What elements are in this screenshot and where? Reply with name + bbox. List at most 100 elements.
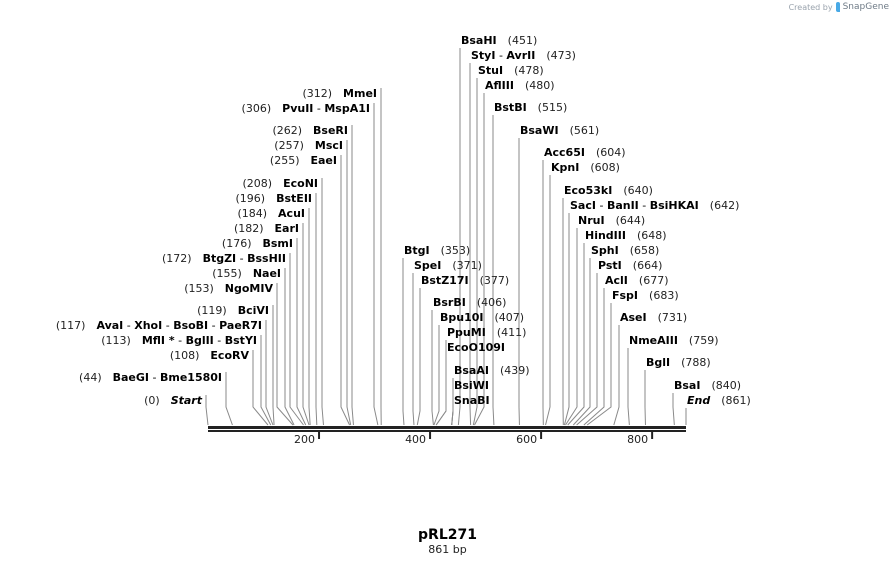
site-position: (0) bbox=[144, 394, 160, 407]
site-label[interactable]: BsiWI bbox=[454, 379, 489, 392]
enzyme-name: HindIII bbox=[585, 229, 626, 242]
site-label[interactable]: BsaAI (439) bbox=[454, 364, 530, 377]
site-label[interactable]: (108) EcoRV bbox=[170, 349, 249, 362]
site-label[interactable]: (119) BciVI bbox=[197, 304, 269, 317]
enzyme-name: NmeAIII bbox=[629, 334, 678, 347]
enzyme-name: BsrBI bbox=[433, 296, 466, 309]
site-label[interactable]: (182) EarI bbox=[234, 222, 299, 235]
site-label[interactable]: BstZ17I (377) bbox=[421, 274, 509, 287]
snapgene-watermark: Created by SnapGene bbox=[789, 2, 889, 12]
site-position: (658) bbox=[629, 244, 660, 257]
enzyme-name: AflIII bbox=[485, 79, 514, 92]
enzyme-name: PstI bbox=[598, 259, 622, 272]
site-position: (113) bbox=[101, 334, 131, 347]
site-label[interactable]: (208) EcoNI bbox=[243, 177, 318, 190]
enzyme-name: MflI * bbox=[141, 334, 175, 347]
site-position: (406) bbox=[476, 296, 507, 309]
enzyme-name: AseI bbox=[620, 311, 647, 324]
site-position: (44) bbox=[79, 371, 102, 384]
watermark-prefix: Created by bbox=[788, 2, 833, 12]
site-label[interactable]: SpeI (371) bbox=[414, 259, 482, 272]
site-position: (604) bbox=[595, 146, 626, 159]
site-label[interactable]: PpuMI (411) bbox=[447, 326, 526, 339]
enzyme-name: BtgZI bbox=[202, 252, 237, 265]
site-label[interactable]: StuI (478) bbox=[478, 64, 544, 77]
site-label[interactable]: (153) NgoMIV bbox=[184, 282, 273, 295]
site-label[interactable]: SnaBI bbox=[454, 394, 490, 407]
site-label[interactable]: (44) BaeGI - Bme1580I bbox=[79, 371, 222, 384]
enzyme-name: KpnI bbox=[551, 161, 580, 174]
enzyme-name: PaeR7I bbox=[219, 319, 262, 332]
enzyme-name: PpuMI bbox=[447, 326, 486, 339]
enzyme-name: PvuII bbox=[282, 102, 314, 115]
site-label[interactable]: BsaI (840) bbox=[674, 379, 741, 392]
site-position: (196) bbox=[235, 192, 266, 205]
site-label[interactable]: EcoO109I bbox=[447, 341, 505, 354]
enzyme-name: BanII bbox=[606, 199, 639, 212]
enzyme-name: BstYI bbox=[224, 334, 257, 347]
site-label[interactable]: (0) Start bbox=[144, 394, 202, 407]
site-label[interactable]: AflIII (480) bbox=[485, 79, 555, 92]
site-label[interactable]: HindIII (648) bbox=[585, 229, 667, 242]
site-position: (312) bbox=[302, 87, 333, 100]
enzyme-name: SphI bbox=[591, 244, 619, 257]
site-position: (257) bbox=[274, 139, 304, 152]
site-label[interactable]: End (861) bbox=[687, 394, 751, 407]
site-label[interactable]: (196) BstEII bbox=[236, 192, 312, 205]
site-position: (411) bbox=[496, 326, 527, 339]
site-position: (255) bbox=[269, 154, 300, 167]
site-position: (306) bbox=[241, 102, 272, 115]
site-label[interactable]: BstBI (515) bbox=[494, 101, 567, 114]
site-label[interactable]: AclI (677) bbox=[605, 274, 669, 287]
site-label[interactable]: Eco53kI (640) bbox=[564, 184, 653, 197]
site-label[interactable]: NmeAIII (759) bbox=[629, 334, 719, 347]
site-label[interactable]: NruI (644) bbox=[578, 214, 645, 227]
enzyme-name: Acc65I bbox=[544, 146, 585, 159]
site-position: (407) bbox=[494, 311, 525, 324]
site-position: (117) bbox=[55, 319, 86, 332]
site-position: (788) bbox=[681, 356, 711, 369]
site-label[interactable]: (255) EaeI bbox=[270, 154, 337, 167]
site-label[interactable]: (312) MmeI bbox=[302, 87, 377, 100]
site-position: (371) bbox=[452, 259, 482, 272]
site-label[interactable]: (184) AcuI bbox=[237, 207, 305, 220]
site-label[interactable]: Bpu10I (407) bbox=[440, 311, 524, 324]
site-label[interactable]: (257) MscI bbox=[274, 139, 343, 152]
snapgene-logo-icon bbox=[835, 2, 840, 12]
enzyme-name: StyI bbox=[471, 49, 496, 62]
site-position: (262) bbox=[272, 124, 303, 137]
site-label[interactable]: AseI (731) bbox=[620, 311, 687, 324]
site-label[interactable]: (117) AvaI - XhoI - BsoBI - PaeR7I bbox=[55, 319, 262, 332]
site-label[interactable]: (176) BsmI bbox=[222, 237, 293, 250]
site-label[interactable]: StyI - AvrII (473) bbox=[471, 49, 576, 62]
site-position: (677) bbox=[638, 274, 669, 287]
enzyme-name: NaeI bbox=[252, 267, 281, 280]
site-position: (642) bbox=[709, 199, 740, 212]
site-label[interactable]: SphI (658) bbox=[591, 244, 659, 257]
site-label[interactable]: (172) BtgZI - BssHII bbox=[161, 252, 286, 265]
site-label[interactable]: (155) NaeI bbox=[212, 267, 281, 280]
site-label[interactable]: BsaHI (451) bbox=[461, 34, 537, 47]
enzyme-name: XhoI bbox=[134, 319, 163, 332]
enzyme-name: BseRI bbox=[313, 124, 348, 137]
site-label[interactable]: BsaWI (561) bbox=[520, 124, 599, 137]
enzyme-name: BstBI bbox=[494, 101, 527, 114]
enzyme-name: StuI bbox=[478, 64, 504, 77]
site-position: (172) bbox=[161, 252, 192, 265]
axis-tick-label: 600 bbox=[516, 433, 538, 446]
site-label[interactable]: BglI (788) bbox=[646, 356, 711, 369]
enzyme-name: BaeGI bbox=[112, 371, 150, 384]
site-label[interactable]: (306) PvuII - MspA1I bbox=[241, 102, 370, 115]
site-label[interactable]: (113) MflI * - BglII - BstYI bbox=[101, 334, 257, 347]
site-label[interactable]: SacI - BanII - BsiHKAI (642) bbox=[570, 199, 740, 212]
site-label[interactable]: BtgI (353) bbox=[404, 244, 470, 257]
site-label[interactable]: PstI (664) bbox=[598, 259, 662, 272]
site-label[interactable]: KpnI (608) bbox=[551, 161, 620, 174]
site-position: (119) bbox=[197, 304, 227, 317]
site-label[interactable]: BsrBI (406) bbox=[433, 296, 506, 309]
enzyme-name: Start bbox=[170, 394, 202, 407]
site-label[interactable]: FspI (683) bbox=[612, 289, 679, 302]
site-label[interactable]: Acc65I (604) bbox=[544, 146, 626, 159]
site-label[interactable]: (262) BseRI bbox=[272, 124, 348, 137]
site-position: (208) bbox=[242, 177, 273, 190]
